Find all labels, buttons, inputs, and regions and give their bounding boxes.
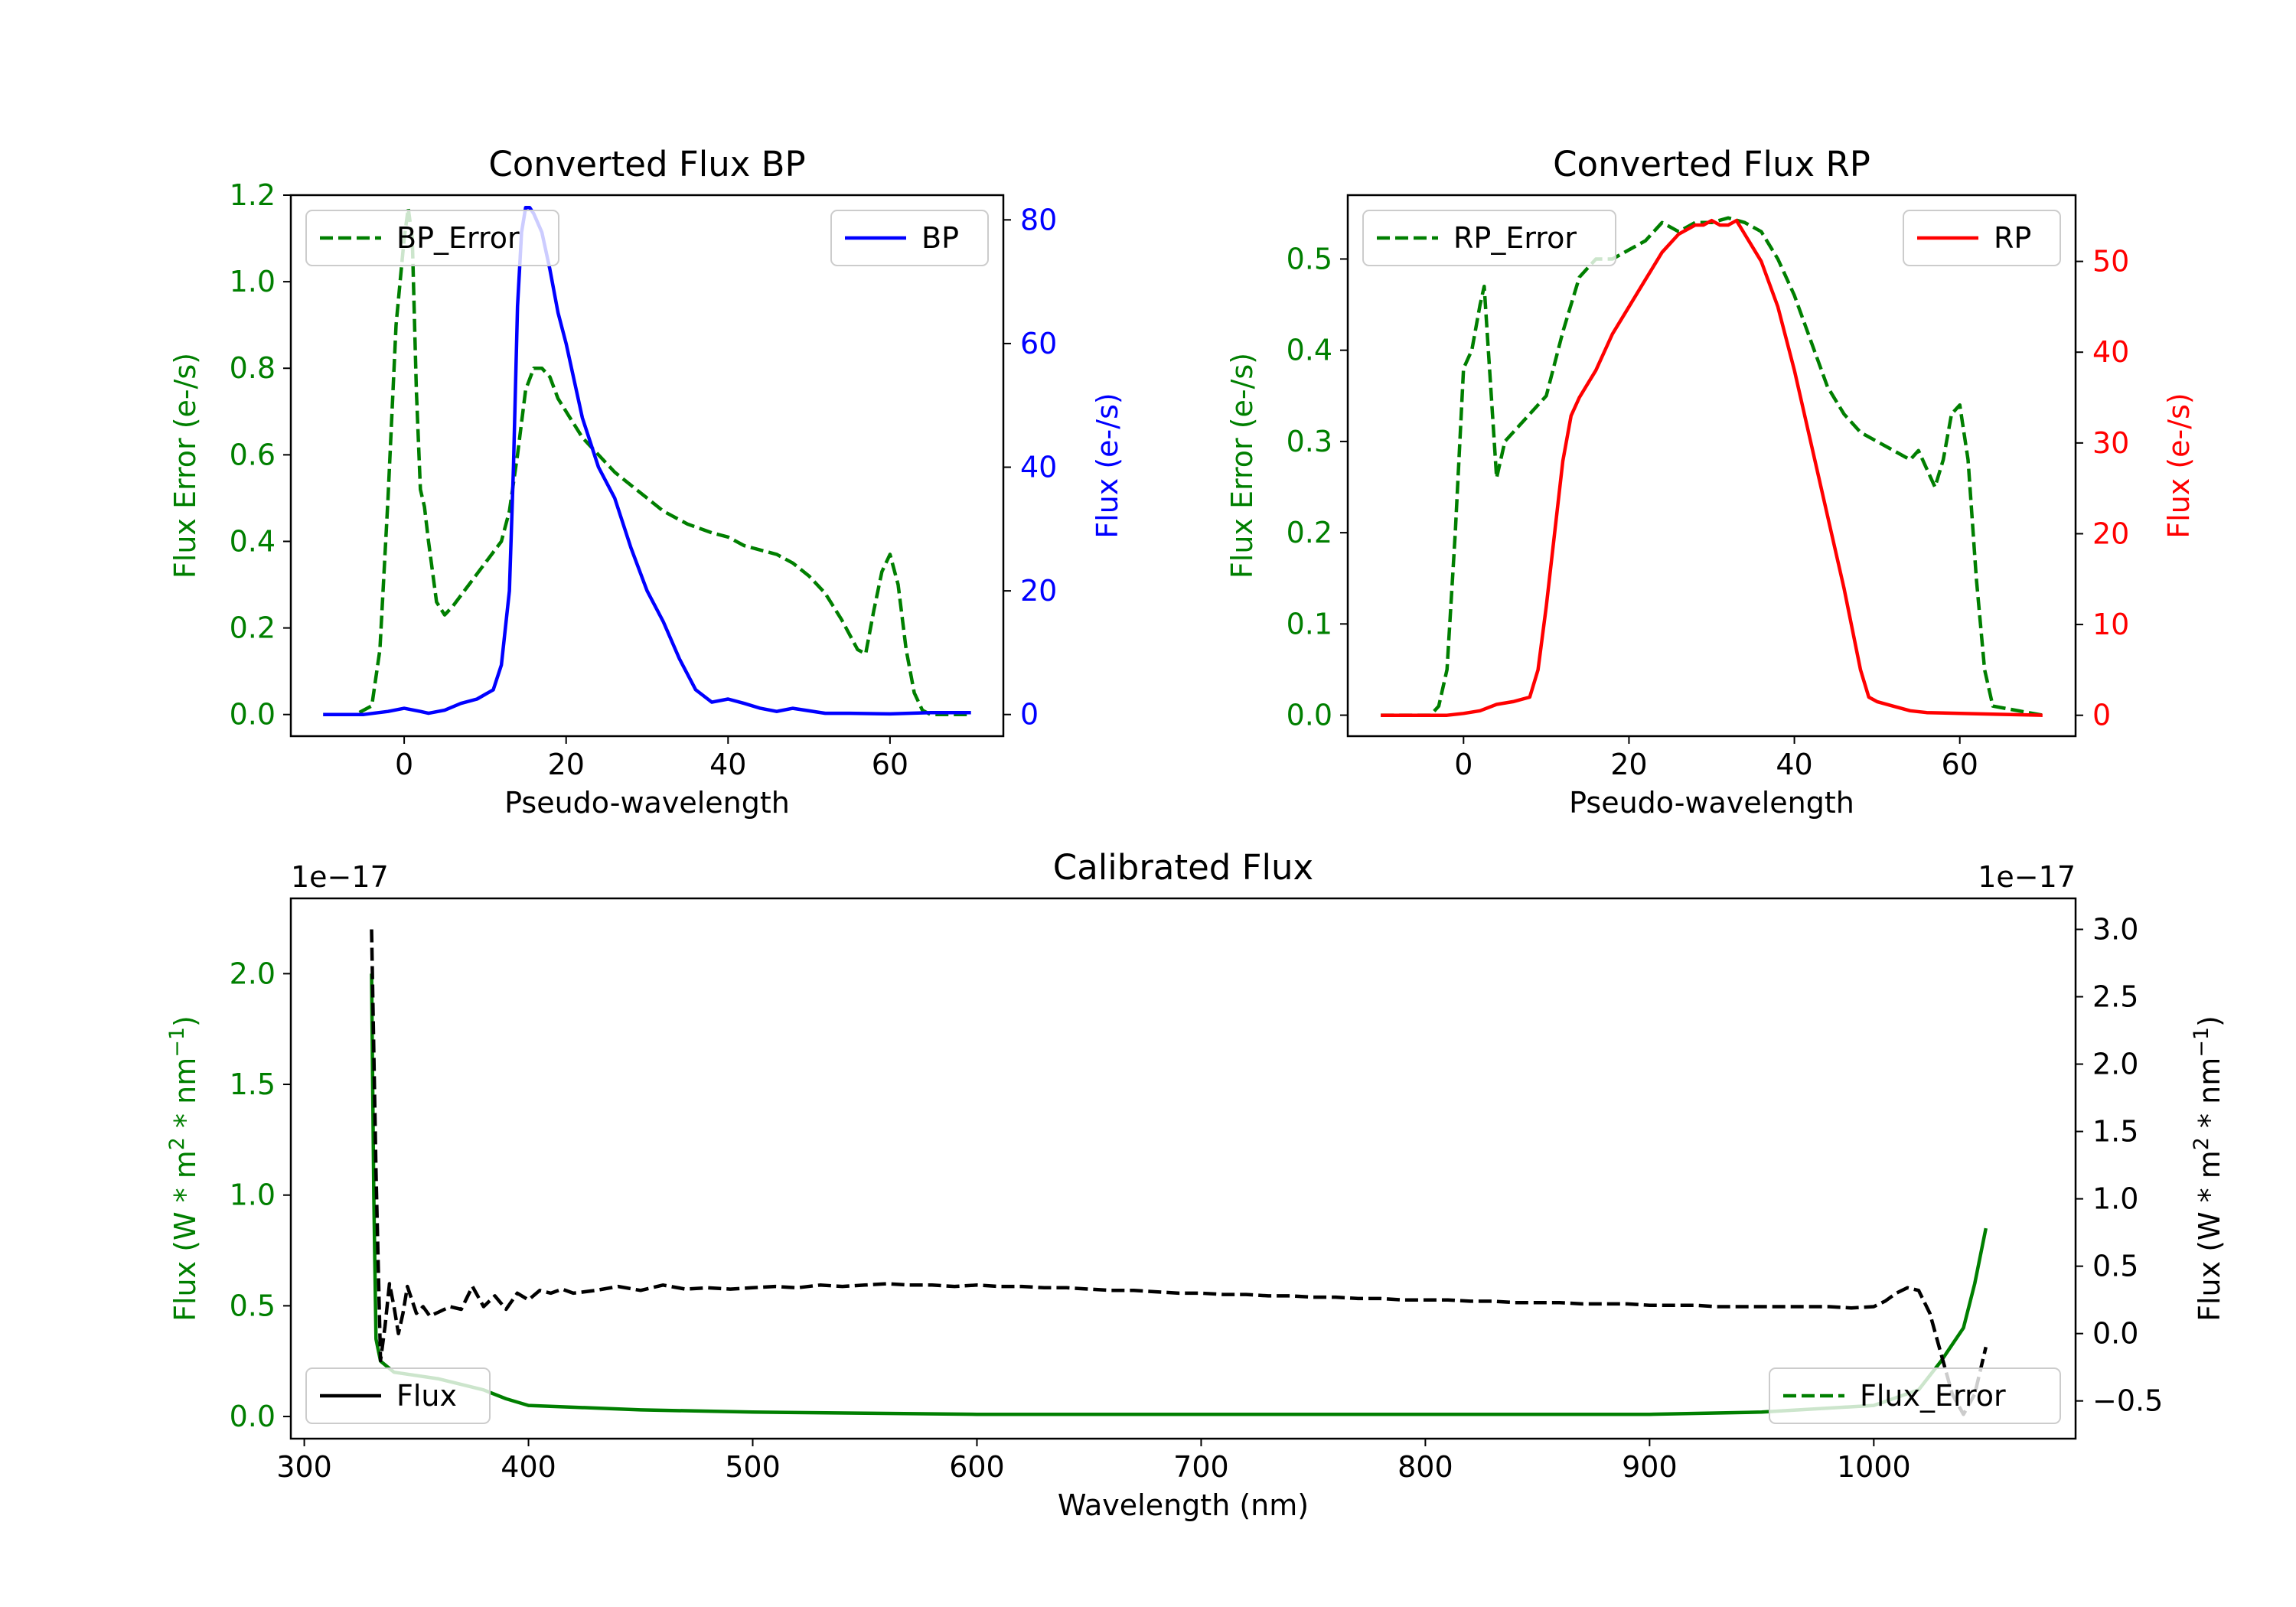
x-tick-label: 400 [501, 1450, 556, 1484]
y-right-tick-label: 2.5 [2092, 980, 2138, 1014]
y-right-tick-label: 20 [1020, 574, 1057, 608]
y-left-tick-label: 0.4 [230, 524, 276, 558]
y-left-tick-label: 0.0 [230, 698, 276, 732]
y-right-axis-label: Flux (e-/s) [2162, 393, 2196, 538]
y-right-tick-label: 0 [1020, 698, 1039, 732]
y-left-axis-label: Flux Error (e-/s) [1225, 353, 1259, 579]
axes-frame [289, 194, 1005, 738]
y-left-tick-label: 0.2 [230, 611, 276, 645]
x-tick-label: 60 [1942, 748, 1978, 781]
y-left-tick-label: 0.2 [1287, 516, 1332, 549]
y-right-offset-label: 1e−17 [1978, 860, 2076, 894]
series-line-bp [323, 205, 971, 716]
y-right-tick-label: 40 [2092, 335, 2129, 369]
legend-box [305, 1367, 491, 1424]
y-right-tick-label: 10 [2092, 608, 2129, 641]
y-right-tick-label: 0.0 [2092, 1317, 2138, 1351]
x-tick-label: 800 [1397, 1450, 1453, 1484]
y-right-tick-label: 0.5 [2092, 1250, 2138, 1283]
x-tick-label: 40 [1776, 748, 1812, 781]
x-tick-label: 500 [725, 1450, 781, 1484]
x-tick-label: 900 [1622, 1450, 1678, 1484]
y-left-tick-label: 0.5 [1287, 242, 1332, 275]
y-left-tick-label: 1.2 [230, 178, 276, 212]
y-right-tick-label: 40 [1020, 451, 1057, 484]
series-line-rp_error [1381, 216, 2043, 717]
y-left-tick-label: 0.3 [1287, 425, 1332, 458]
legend-label: Flux [396, 1379, 457, 1413]
x-tick-label: 300 [276, 1450, 332, 1484]
x-tick-label: 600 [949, 1450, 1005, 1484]
legend-label: RP [1994, 221, 2031, 255]
y-left-tick-label: 0.0 [230, 1400, 276, 1433]
y-left-tick-label: 1.5 [230, 1068, 276, 1101]
chart-title: Converted Flux BP [488, 144, 805, 184]
y-right-tick-label: 20 [2092, 517, 2129, 550]
y-right-axis-label: Flux (e-/s) [1091, 393, 1124, 538]
legend-label: BP_Error [396, 221, 520, 255]
legend-box [305, 210, 559, 266]
y-left-tick-label: 0.8 [230, 351, 276, 385]
y-right-tick-label: −0.5 [2092, 1384, 2163, 1418]
y-right-tick-label: 1.5 [2092, 1115, 2138, 1149]
series-line-bp_error [323, 206, 971, 716]
x-tick-label: 20 [1610, 748, 1647, 781]
x-axis-label: Pseudo-wavelength [1569, 786, 1854, 820]
y-right-tick-label: 3.0 [2092, 912, 2138, 946]
y-left-tick-label: 2.0 [230, 957, 276, 990]
y-left-axis-label: Flux (W * m2 * nm−1) [165, 1015, 203, 1322]
x-tick-label: 0 [395, 748, 413, 781]
legend-box [1362, 210, 1616, 266]
y-left-offset-label: 1e−17 [291, 860, 389, 894]
axes-frame [289, 897, 2077, 1440]
series-line-flux [370, 929, 1988, 1416]
chart-title: Converted Flux RP [1553, 144, 1870, 184]
y-left-tick-label: 0.1 [1287, 607, 1332, 641]
y-left-tick-label: 0.5 [230, 1289, 276, 1322]
y-left-tick-label: 0.6 [230, 438, 276, 471]
x-tick-label: 40 [709, 748, 746, 781]
y-right-tick-label: 80 [1020, 203, 1057, 236]
y-left-tick-label: 0.0 [1287, 699, 1332, 732]
legend-label: BP [921, 221, 959, 255]
y-right-tick-label: 50 [2092, 245, 2129, 279]
x-tick-label: 700 [1173, 1450, 1229, 1484]
y-right-axis-label: Flux (W * m2 * nm−1) [2190, 1015, 2227, 1322]
x-tick-label: 60 [872, 748, 908, 781]
series-line-rp [1381, 218, 2043, 717]
y-left-tick-label: 0.4 [1287, 334, 1332, 367]
series-line-flux_error [370, 973, 1988, 1416]
legend-label: Flux_Error [1860, 1379, 2006, 1413]
axes-frame [1346, 194, 2077, 738]
x-axis-label: Wavelength (nm) [1058, 1488, 1309, 1522]
y-left-tick-label: 1.0 [230, 265, 276, 298]
legend-box [1769, 1367, 2061, 1424]
y-left-axis-label: Flux Error (e-/s) [168, 353, 202, 579]
y-right-tick-label: 60 [1020, 327, 1057, 360]
legend-box [830, 210, 989, 266]
x-tick-label: 0 [1454, 748, 1473, 781]
y-right-tick-label: 30 [2092, 426, 2129, 460]
legend-label: RP_Error [1453, 221, 1577, 255]
y-right-tick-label: 1.0 [2092, 1182, 2138, 1216]
x-tick-label: 1000 [1837, 1450, 1911, 1484]
y-left-tick-label: 1.0 [230, 1178, 276, 1212]
y-right-tick-label: 2.0 [2092, 1048, 2138, 1081]
chart-title: Calibrated Flux [1053, 847, 1313, 888]
x-axis-label: Pseudo-wavelength [504, 786, 790, 820]
x-tick-label: 20 [548, 748, 585, 781]
y-right-tick-label: 0 [2092, 699, 2111, 732]
legend-box [1903, 210, 2061, 266]
